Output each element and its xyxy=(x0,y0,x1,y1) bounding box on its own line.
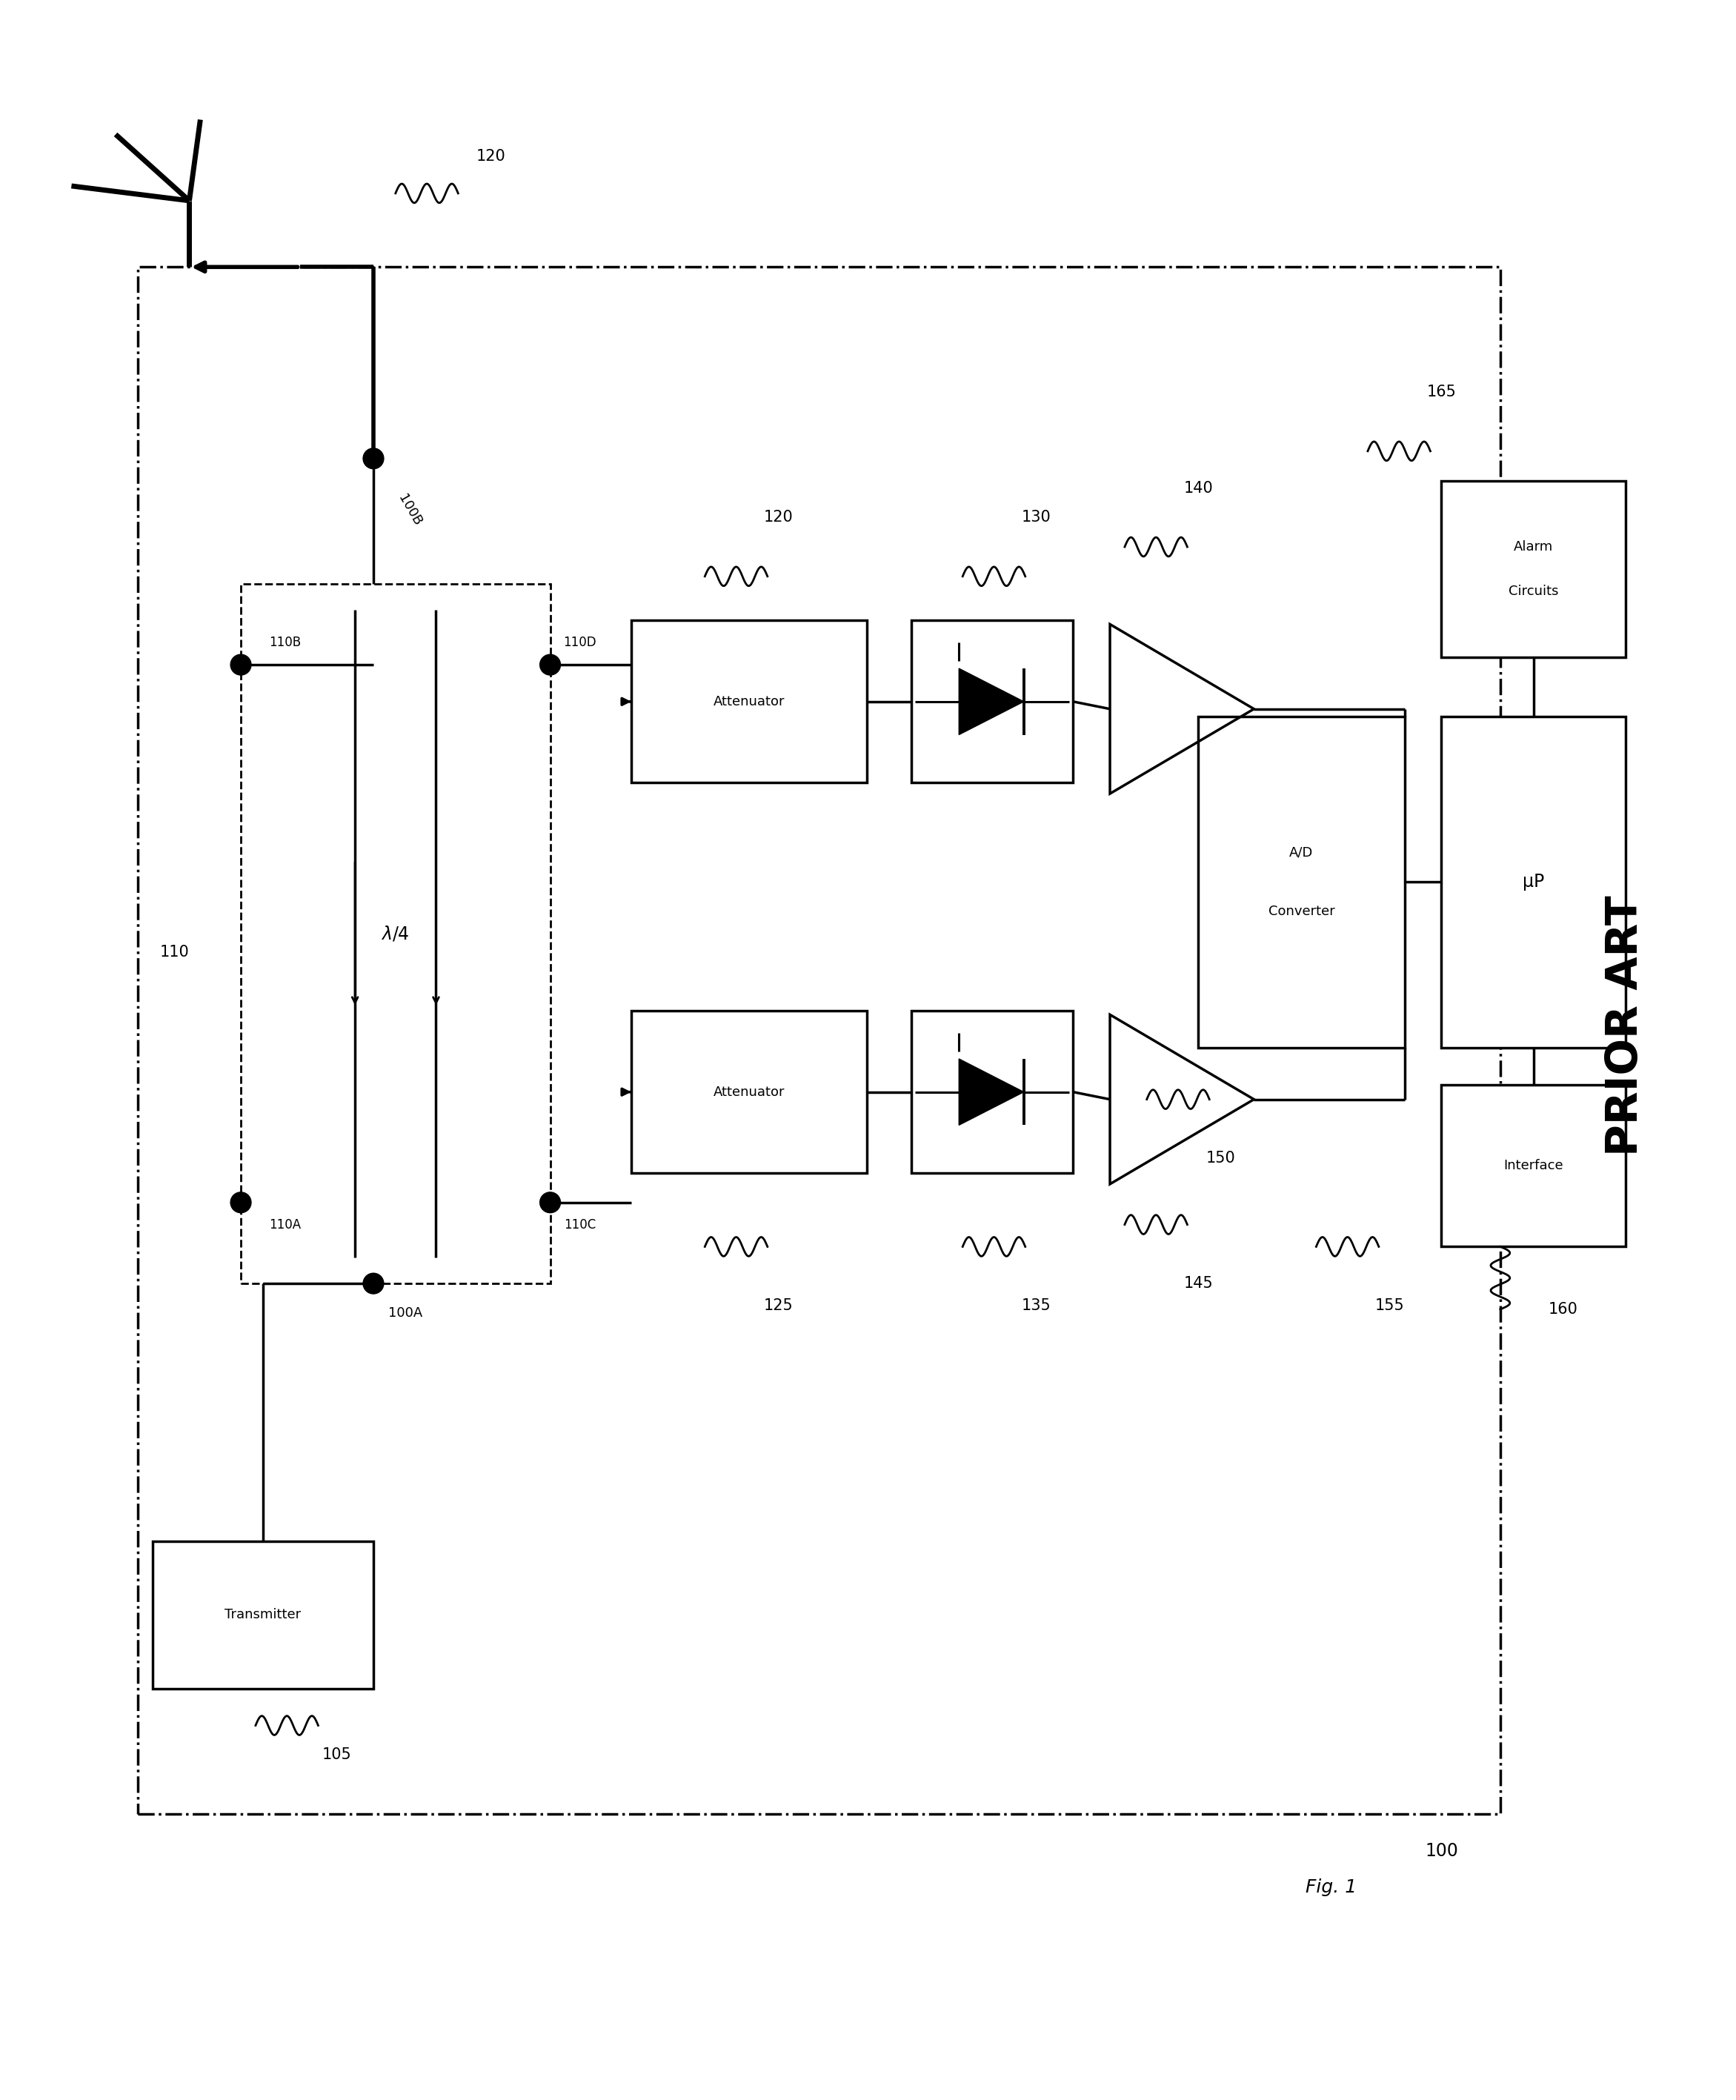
Bar xyxy=(911,622,1073,783)
Circle shape xyxy=(363,447,384,468)
Circle shape xyxy=(540,1193,561,1214)
Circle shape xyxy=(540,655,561,674)
Text: 110: 110 xyxy=(160,945,189,960)
Bar xyxy=(1198,716,1404,1048)
Bar xyxy=(137,267,1500,1814)
Text: Alarm: Alarm xyxy=(1514,540,1554,554)
Text: 105: 105 xyxy=(321,1747,351,1762)
Bar xyxy=(1441,716,1625,1048)
Text: 155: 155 xyxy=(1375,1298,1404,1312)
Text: A/D: A/D xyxy=(1290,846,1314,859)
Text: 120: 120 xyxy=(764,510,793,525)
Circle shape xyxy=(231,655,252,674)
Text: 110A: 110A xyxy=(269,1218,300,1231)
Text: Interface: Interface xyxy=(1503,1159,1564,1172)
Text: 140: 140 xyxy=(1184,481,1213,496)
Bar xyxy=(911,1010,1073,1174)
Polygon shape xyxy=(958,1058,1024,1126)
Text: Transmitter: Transmitter xyxy=(224,1609,300,1621)
Text: $\lambda$/4: $\lambda$/4 xyxy=(382,924,410,943)
Circle shape xyxy=(363,1273,384,1294)
Bar xyxy=(153,1541,373,1688)
Polygon shape xyxy=(958,668,1024,735)
Text: 160: 160 xyxy=(1549,1302,1578,1317)
Text: μP: μP xyxy=(1522,874,1545,890)
Bar xyxy=(632,622,866,783)
Text: Attenuator: Attenuator xyxy=(713,1086,785,1098)
Text: 150: 150 xyxy=(1207,1151,1234,1166)
Text: Attenuator: Attenuator xyxy=(713,695,785,708)
Text: 110B: 110B xyxy=(269,636,300,649)
Text: 125: 125 xyxy=(764,1298,793,1312)
Text: Fig. 1: Fig. 1 xyxy=(1305,1880,1356,1896)
Bar xyxy=(241,584,550,1283)
Text: Converter: Converter xyxy=(1269,905,1335,918)
Text: 110D: 110D xyxy=(562,636,595,649)
Text: 110C: 110C xyxy=(564,1218,595,1231)
Text: Circuits: Circuits xyxy=(1509,584,1559,598)
Text: 100A: 100A xyxy=(389,1306,422,1319)
Text: 120: 120 xyxy=(477,149,505,164)
Bar xyxy=(1441,481,1625,657)
Circle shape xyxy=(231,1193,252,1214)
Text: 100B: 100B xyxy=(396,491,424,529)
Bar xyxy=(632,1010,866,1174)
Text: 135: 135 xyxy=(1021,1298,1050,1312)
Bar xyxy=(1441,1084,1625,1247)
Text: 130: 130 xyxy=(1021,510,1050,525)
Text: PRIOR ART: PRIOR ART xyxy=(1604,895,1647,1155)
Text: 165: 165 xyxy=(1427,384,1457,399)
Text: 100: 100 xyxy=(1425,1842,1458,1861)
Text: 145: 145 xyxy=(1184,1277,1213,1292)
